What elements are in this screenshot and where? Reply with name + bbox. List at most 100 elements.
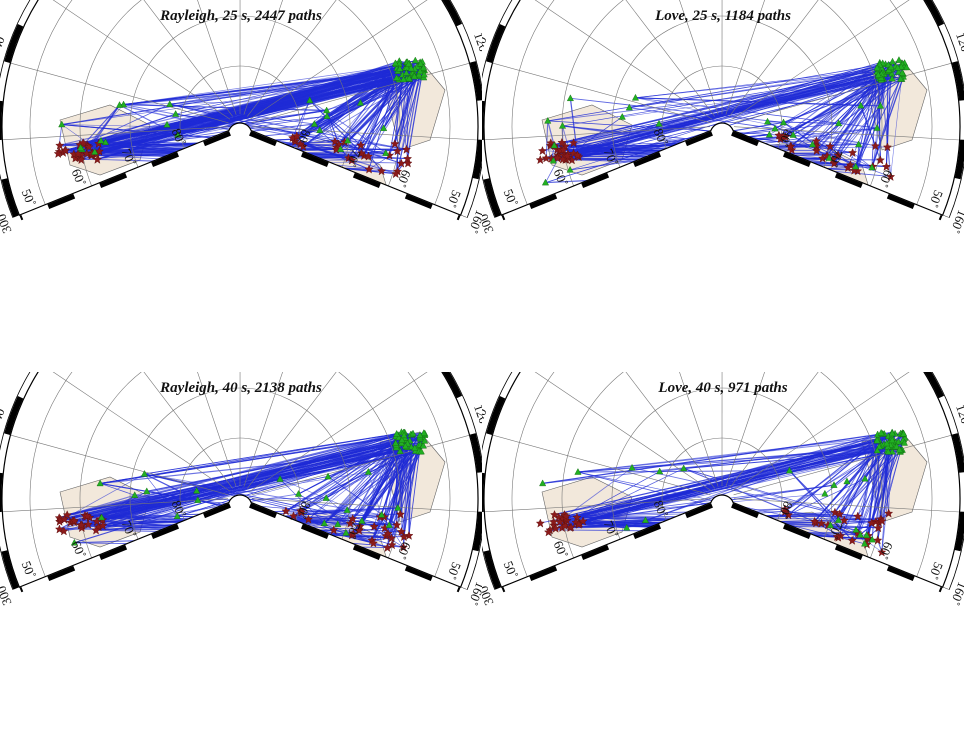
station-marker-red [82,511,92,521]
border-segment [19,214,24,221]
station-marker-red [387,533,396,543]
border-segment [954,139,964,180]
ray-path [314,63,409,125]
border-segment [886,193,915,210]
station-marker-green [344,136,352,144]
ray-path [408,434,413,536]
ray-path [309,99,362,154]
ray-path [314,123,362,146]
ray-path [784,446,891,510]
ray-path [349,437,400,524]
map-frame [1,372,479,588]
station-marker-red [292,131,302,141]
ray-path [407,443,410,536]
station-marker-red [535,518,545,528]
latitude-label-right: 60˚ [876,168,896,190]
meridian [247,0,385,117]
ray-path [827,438,878,526]
latitude-label-right: 70˚ [344,148,364,170]
ray-path [73,68,412,155]
station-marker-green [405,74,413,82]
border-segment [1,550,19,590]
station-marker-green [409,429,417,437]
station-marker-red [390,139,400,149]
longitude-label: 120˚ [471,30,482,57]
station-marker-red [574,519,584,529]
station-marker-green [399,75,407,83]
border-segment [501,586,506,593]
meridian [725,372,799,487]
ray-path [816,73,885,151]
border-segment [19,586,24,593]
meridian [731,372,920,492]
meridian [10,434,229,496]
map-frame [483,372,961,588]
border-segment [529,565,558,582]
latitude-label-left: 60˚ [551,167,571,189]
station-marker-red [886,171,896,181]
meridian [729,0,867,117]
station-marker-red [572,512,582,522]
ray-path [123,69,421,105]
ray-path [635,69,889,99]
station-marker-red [364,164,374,174]
station-marker-green [116,101,124,108]
station-marker-green [809,140,817,148]
station-marker-green [834,516,842,523]
station-marker-green [420,429,428,436]
station-marker-green [416,431,424,439]
border-outer-line [482,372,964,590]
station-marker-red [552,153,562,163]
station-marker-green [380,124,388,131]
border-segment [782,523,811,540]
meridian [2,126,229,141]
station-marker-green [320,519,328,526]
latitude-label-left: 70˚ [601,146,621,168]
station-marker-green [903,63,911,71]
station-marker-green [416,67,424,75]
latitude-label-right: 50˚ [926,188,946,210]
ray-path [583,445,882,522]
meridian [645,372,719,487]
station-marker-green [421,436,429,444]
panel-title: Rayleigh, 25 s, 2447 paths [160,8,322,24]
station-marker-green [398,436,406,443]
border-segment [834,172,863,189]
station-marker-green [358,517,366,524]
ray-path [645,437,892,521]
station-marker-green [897,75,905,82]
station-marker-green [566,165,574,173]
border-segment [685,130,713,147]
border-segment [300,523,329,540]
station-marker-red [348,529,358,539]
station-marker-green [420,70,428,78]
axis-labels: 300˚320˚340˚0˚20˚40˚60˚80˚100˚120˚140˚16… [482,402,964,607]
meridian [577,0,715,117]
latitude-label-right: 60˚ [394,540,414,562]
border-segment [151,151,180,168]
ray-path [785,75,881,138]
station-marker-green [194,496,202,503]
border-segment [404,565,433,582]
ray-path [175,113,407,150]
station-marker-red [345,518,355,528]
station-marker-green [77,143,85,151]
station-marker-green [863,531,871,538]
station-marker-green [417,60,425,67]
ray-path [279,478,390,526]
station-marker-green [771,124,779,132]
meridian [733,434,952,496]
station-marker-red [404,530,414,540]
station-marker-green [855,140,863,148]
border-segment [456,586,461,593]
border-segment [469,61,482,101]
ray-path [166,60,416,126]
station-marker-red [98,520,108,530]
meridian [729,372,867,489]
ray-path [91,72,407,155]
ray-path [577,74,879,156]
latitude-label-right: 60˚ [876,540,896,562]
graticule [2,0,478,205]
station-marker-green [58,120,66,128]
latitude-label-left: 70˚ [601,518,621,540]
